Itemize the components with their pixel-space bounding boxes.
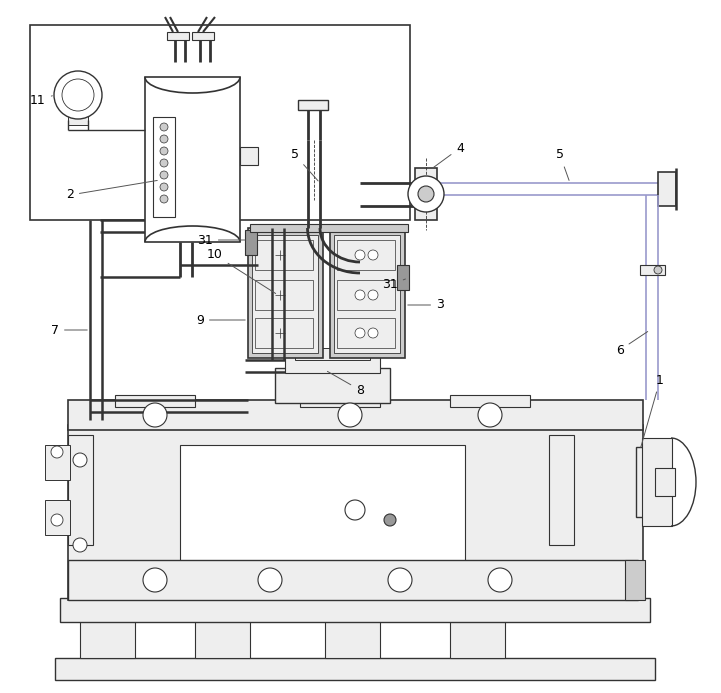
Bar <box>300 395 380 407</box>
Bar <box>80 620 135 658</box>
Bar <box>640 265 665 275</box>
Circle shape <box>368 250 378 260</box>
Circle shape <box>345 500 365 520</box>
Bar <box>549 435 574 545</box>
Circle shape <box>51 514 63 526</box>
Bar <box>248 228 323 358</box>
Bar <box>68 425 643 600</box>
Circle shape <box>160 183 168 191</box>
Bar <box>330 228 405 358</box>
Bar <box>167 32 189 40</box>
Text: 5: 5 <box>556 148 569 180</box>
Bar <box>275 368 390 403</box>
Circle shape <box>160 123 168 131</box>
Bar <box>636 447 671 517</box>
Bar <box>255 280 313 310</box>
Circle shape <box>143 568 167 592</box>
Bar <box>45 500 70 535</box>
Text: 31: 31 <box>382 279 405 292</box>
Bar <box>250 224 408 232</box>
Circle shape <box>355 250 365 260</box>
Circle shape <box>488 568 512 592</box>
Bar <box>115 395 195 407</box>
Text: 9: 9 <box>196 313 245 326</box>
Bar <box>68 115 88 125</box>
Text: 3: 3 <box>408 299 444 311</box>
Bar <box>295 348 370 360</box>
Bar <box>325 620 380 658</box>
Text: 6: 6 <box>616 331 647 356</box>
Circle shape <box>368 290 378 300</box>
Text: 10: 10 <box>207 249 275 294</box>
Bar <box>195 620 250 658</box>
Bar <box>252 235 318 353</box>
Bar <box>337 318 395 348</box>
Bar <box>255 240 313 270</box>
Circle shape <box>73 538 87 552</box>
Bar <box>625 560 645 600</box>
Bar <box>68 400 643 430</box>
Circle shape <box>338 403 362 427</box>
Text: 4: 4 <box>432 141 464 168</box>
Bar <box>60 598 650 622</box>
Bar <box>180 445 465 585</box>
Bar <box>450 395 530 407</box>
Bar <box>337 280 395 310</box>
Bar <box>55 658 655 680</box>
Circle shape <box>160 147 168 155</box>
Text: 11: 11 <box>30 94 53 107</box>
Circle shape <box>160 135 168 143</box>
Text: 7: 7 <box>51 324 87 337</box>
Circle shape <box>143 403 167 427</box>
Circle shape <box>355 290 365 300</box>
Bar <box>397 265 409 290</box>
Bar <box>285 355 380 373</box>
Circle shape <box>418 186 434 202</box>
Bar <box>245 230 257 255</box>
Bar <box>240 147 258 165</box>
Text: 31: 31 <box>197 234 245 247</box>
Bar <box>658 172 676 206</box>
Circle shape <box>54 71 102 119</box>
Text: 8: 8 <box>327 371 364 396</box>
Circle shape <box>160 159 168 167</box>
Circle shape <box>160 171 168 179</box>
Circle shape <box>408 176 444 212</box>
Bar <box>337 240 395 270</box>
Bar <box>192 32 214 40</box>
Bar <box>450 620 505 658</box>
Circle shape <box>388 568 412 592</box>
Bar <box>334 235 400 353</box>
Circle shape <box>258 568 282 592</box>
Bar <box>415 168 437 220</box>
Circle shape <box>478 403 502 427</box>
Text: 5: 5 <box>291 148 318 181</box>
Bar <box>255 318 313 348</box>
Circle shape <box>368 328 378 338</box>
Bar <box>45 445 70 480</box>
Circle shape <box>355 328 365 338</box>
Bar <box>298 100 328 110</box>
Bar <box>68 435 93 545</box>
Text: 2: 2 <box>66 180 157 202</box>
Circle shape <box>51 446 63 458</box>
Bar <box>68 560 638 600</box>
Text: 1: 1 <box>641 374 664 448</box>
Circle shape <box>654 266 662 274</box>
Circle shape <box>384 514 396 526</box>
Circle shape <box>160 195 168 203</box>
Bar <box>642 438 672 526</box>
Bar <box>145 77 240 242</box>
Bar <box>655 468 675 496</box>
Circle shape <box>73 453 87 467</box>
Bar <box>30 25 410 220</box>
Bar <box>153 117 175 217</box>
Circle shape <box>62 79 94 111</box>
